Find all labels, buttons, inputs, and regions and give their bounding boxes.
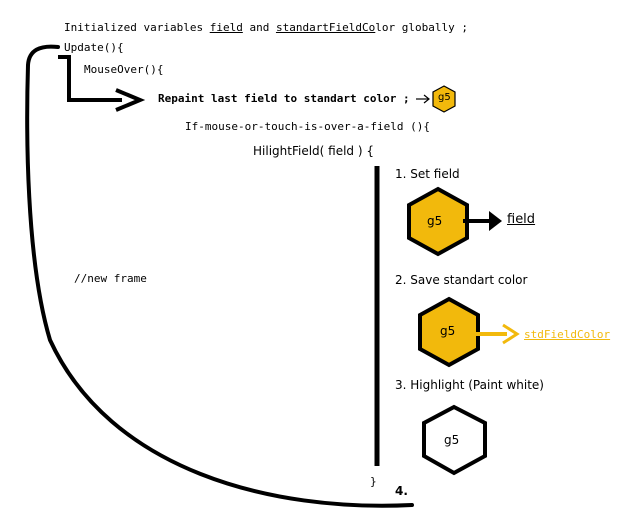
- hex-save-color: [418, 296, 480, 368]
- repaint-arrow-shaft: [58, 55, 122, 102]
- small-hex-g5: [432, 85, 456, 113]
- comment-new-frame: //new frame: [74, 272, 147, 285]
- code-line-mouseover: MouseOver(){: [84, 63, 164, 76]
- frame-loop-arc: [25, 44, 414, 508]
- small-hex-label: g5: [438, 92, 451, 103]
- code-line-update: Update(){: [64, 41, 124, 54]
- code-line-globals: Initialized variables field and standart…: [64, 21, 468, 34]
- code-line-hilight: HilightField( field ) {: [253, 144, 374, 158]
- globals-prefix: Initialized variables: [64, 21, 204, 34]
- target-std-field-color: stdFieldColor: [524, 328, 611, 341]
- std-arrow-head: [502, 323, 520, 345]
- step-set-field: 1. Set field: [395, 167, 460, 181]
- code-line-if: If-mouse-or-touch-is-over-a-field (){: [185, 120, 431, 133]
- repaint-arrow-head: [115, 88, 146, 112]
- var-standart-field-color-b: lor: [375, 21, 396, 34]
- hex-highlight-label: g5: [444, 433, 460, 447]
- step-four: 4.: [395, 484, 408, 498]
- step-highlight: 3. Highlight (Paint white): [395, 378, 544, 392]
- target-field: field: [507, 212, 536, 227]
- hex-highlight: [422, 404, 487, 476]
- step-save-color: 2. Save standart color: [395, 273, 528, 287]
- var-field: field: [209, 21, 243, 34]
- var-standart-field-color: standartFieldCo: [276, 21, 375, 34]
- field-arrow-head: [489, 211, 502, 231]
- hex-save-color-label: g5: [440, 324, 456, 338]
- small-arrow-head: [423, 94, 430, 104]
- code-line-repaint: Repaint last field to standart color ;: [158, 92, 410, 105]
- code-close-brace: }: [370, 475, 377, 488]
- var-standart-field-color-a: standartFieldCo: [275, 21, 376, 34]
- hex-set-field: [407, 186, 469, 257]
- globals-suffix: globally ;: [401, 21, 469, 34]
- globals-and: and: [249, 21, 270, 34]
- hex-set-field-label: g5: [427, 214, 443, 228]
